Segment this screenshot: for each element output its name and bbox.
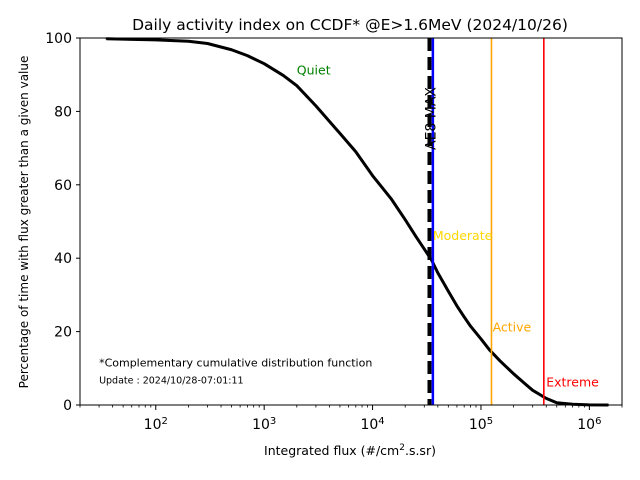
x-tick-label: 104 (360, 416, 384, 434)
ccdf-data-point (154, 39, 157, 41)
x-axis-label-sup: 2 (399, 443, 405, 453)
ccdf-data-point (523, 382, 525, 384)
ccdf-data-point (447, 290, 450, 293)
ccdf-data-point (246, 54, 249, 57)
plot-area: AE8 MAX Quiet Moderate Active Extreme *Comple… (99, 37, 610, 407)
ae8-max-label: AE8 MAX (423, 87, 439, 150)
threshold-label-moderate: Moderate (433, 228, 493, 243)
ccdf-data-point (488, 349, 491, 351)
threshold-label-extreme: Extreme (546, 375, 599, 390)
y-tick-label: 80 (54, 104, 72, 120)
x-tick-label: 102 (144, 416, 168, 434)
ccdf-data-point (390, 198, 393, 201)
y-tick-label: 20 (54, 325, 72, 341)
y-axis-label: Percentage of time with flux greater tha… (17, 56, 31, 389)
ccdf-data-point (282, 74, 285, 77)
axis-ticks: 0 20 40 60 80 100 102 103 104 105 106 (45, 31, 623, 434)
ccdf-data-point (531, 389, 534, 392)
y-tick-label: 100 (45, 31, 72, 47)
ccdf-data-point (480, 338, 482, 340)
ccdf-data-point (437, 272, 439, 274)
ccdf-curve-line (106, 37, 609, 407)
x-axis-label-tail: .s.sr) (405, 443, 436, 458)
ccdf-data-point (423, 248, 426, 250)
ccdf-data-point (371, 174, 374, 177)
x-tick-label: 103 (252, 416, 276, 434)
ccdf-data-point (414, 235, 417, 237)
ccdf-data-point (187, 40, 190, 43)
y-tick-label: 60 (54, 178, 72, 194)
update-timestamp: Update : 2024/10/28-07:01:11 (99, 376, 244, 387)
ccdf-data-point (456, 305, 458, 307)
x-axis-label: Integrated flux (#/cm2.s.sr) (264, 443, 436, 458)
x-axis-label-main: Integrated flux (#/cm (264, 443, 399, 458)
ccdf-data-point (296, 84, 298, 87)
threshold-label-active: Active (493, 320, 532, 335)
x-tick-label: 106 (577, 416, 601, 434)
ccdf-data-point (469, 325, 472, 327)
ccdf-footnote: *Complementary cumulative distribution f… (99, 356, 372, 369)
y-tick-label: 40 (54, 251, 72, 267)
ccdf-data-point (512, 373, 515, 375)
x-tick-label: 105 (469, 416, 493, 434)
ccdf-data-point (555, 402, 558, 404)
ccdf-data-point (263, 62, 265, 65)
threshold-label-quiet: Quiet (297, 63, 331, 78)
ccdf-data-point (463, 316, 465, 318)
ccdf-data-point (354, 150, 357, 153)
axes-frame (79, 37, 623, 406)
ccdf-data-point (339, 132, 341, 135)
ccdf-data-point (206, 42, 209, 45)
ccdf-data-point (545, 397, 548, 400)
chart-title: Daily activity index on CCDF* @E>1.6MeV … (132, 16, 568, 34)
ccdf-data-point (315, 105, 317, 107)
ccdf-data-point (404, 218, 407, 221)
y-tick-label: 0 (63, 398, 72, 414)
ccdf-data-point (499, 360, 501, 362)
ccdf-data-point (230, 48, 233, 51)
